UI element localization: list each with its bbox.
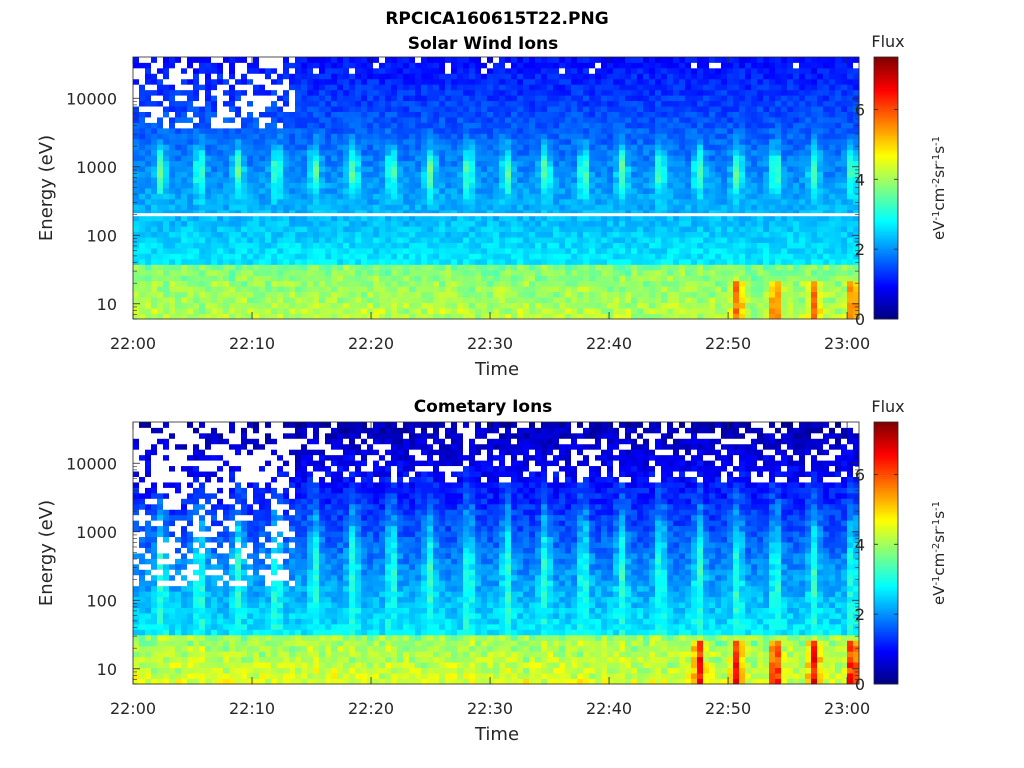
colorbar-title: Flux [871,397,904,416]
colorbar: 0 2 4 6 Flux eV-1cm-2sr-1s-1 [855,397,948,694]
x-tick-label: 22:30 [467,699,513,718]
colorbar-unit-label: eV-1cm-2sr-1s-1 [930,501,948,605]
y-tick-label: 1000 [76,523,117,542]
y-tick-label: 10000 [66,89,117,108]
colorbar-unit-label: eV-1cm-2sr-1s-1 [930,136,948,240]
x-axis-label: Time [474,724,519,745]
spectrogram [133,422,860,685]
x-tick-label: 23:00 [824,334,870,353]
y-tick-label: 100 [86,591,117,610]
colorbar-title: Flux [871,32,904,51]
colorbar-tick-label: 0 [855,675,865,694]
colorbar-tick-label: 6 [855,100,865,119]
data-gap-line [133,213,859,217]
y-tick-label: 10000 [66,454,117,473]
colorbar-tick-label: 4 [855,535,865,554]
x-tick-label: 22:40 [586,699,632,718]
axes-frame [132,421,860,685]
colorbar-tick-label: 6 [855,465,865,484]
colorbar: 0 2 4 6 Flux eV-1cm-2sr-1s-1 [855,32,948,329]
y-tick-label: 10 [97,295,117,314]
colorbar-tick-label: 2 [855,605,865,624]
x-tick-label: 22:00 [110,699,156,718]
y-axis-label: Energy (eV) [36,500,57,606]
x-tick-label: 22:50 [705,699,751,718]
x-tick-label: 23:00 [824,699,870,718]
axes-frame [132,56,860,320]
x-tick-label: 22:10 [229,699,275,718]
y-tick-label: 1000 [76,158,117,177]
figure-title: RPCICA160615T22.PNG [385,9,608,29]
panel-title: Solar Wind Ions [408,34,559,54]
x-tick-label: 22:40 [586,334,632,353]
x-tick-label: 22:30 [467,334,513,353]
y-tick-label: 10 [97,660,117,679]
colorbar-tick-label: 4 [855,170,865,189]
colorbar-tick-label: 0 [855,310,865,329]
x-axis-label: Time [474,359,519,380]
y-axis-label: Energy (eV) [36,135,57,241]
x-tick-label: 22:10 [229,334,275,353]
colorbar-tick-label: 2 [855,240,865,259]
panel-solar-wind-ions: Solar Wind Ions 22:00 22:10 22:20 22:30 22:40… [36,32,948,380]
x-tick-label: 22:20 [348,334,394,353]
x-tick-label: 22:20 [348,699,394,718]
x-tick-label: 22:00 [110,334,156,353]
x-tick-label: 22:50 [705,334,751,353]
y-tick-label: 100 [86,226,117,245]
panel-title: Cometary Ions [414,397,553,417]
spectrogram [133,57,860,320]
